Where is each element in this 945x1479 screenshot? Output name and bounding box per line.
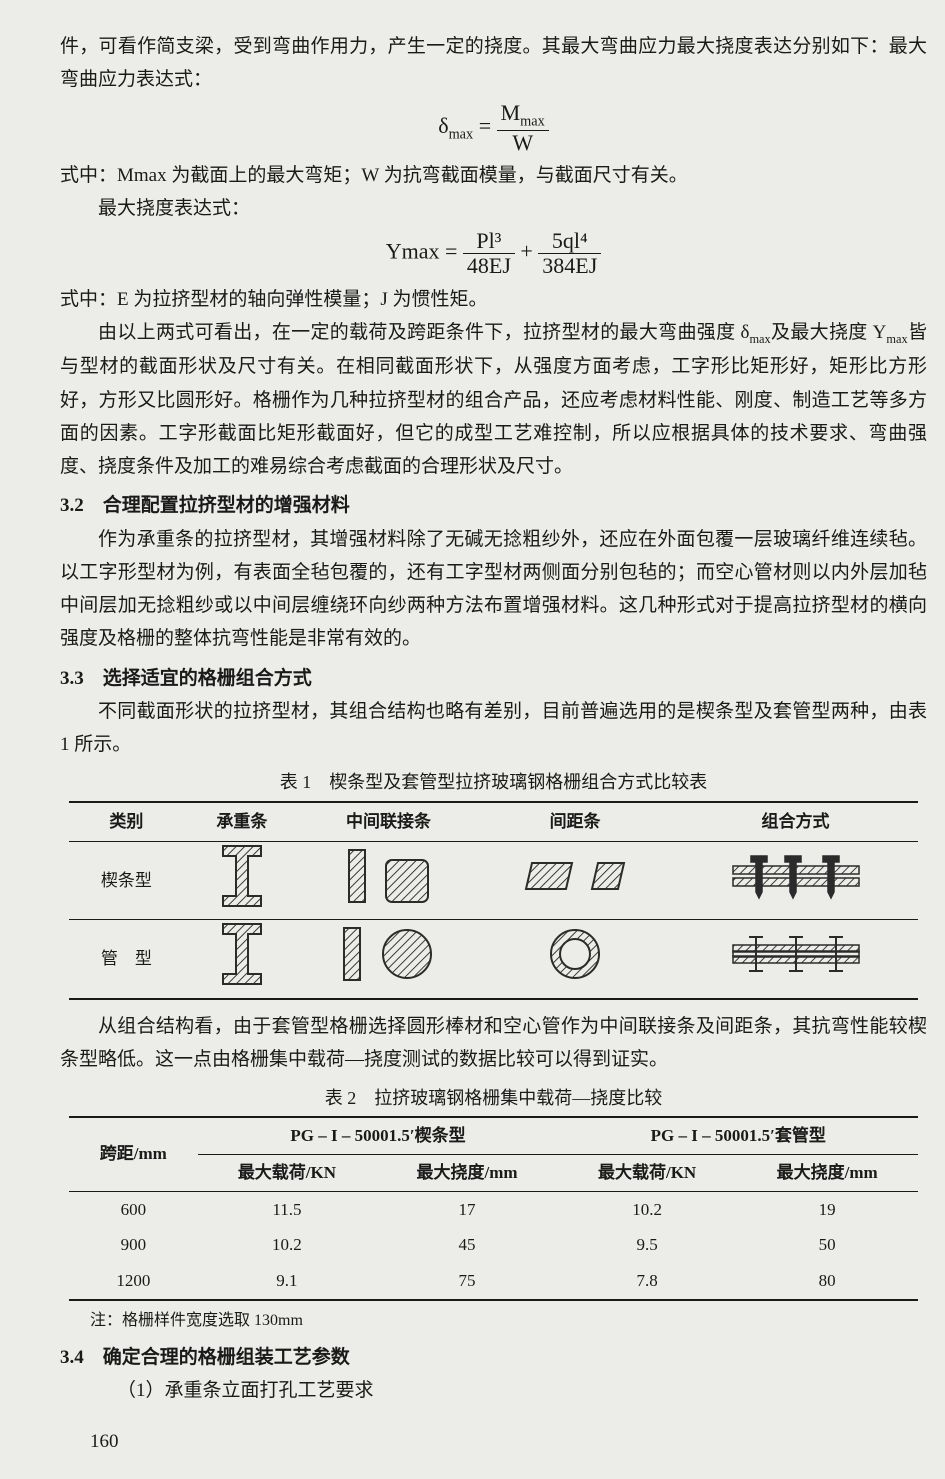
- section-3-3-heading: 3.3 选择适宜的格栅组合方式: [60, 662, 927, 695]
- f1-eq: =: [473, 113, 496, 138]
- formula-1: δmax = Mmax W: [60, 101, 927, 155]
- table-2-note: 注：格栅样件宽度选取 130mm: [90, 1307, 927, 1335]
- f2b-frac: 5ql⁴ 384EJ: [538, 229, 601, 278]
- cell: 19: [736, 1191, 918, 1227]
- p5-max2: max: [886, 332, 907, 346]
- p5-max1: max: [749, 332, 770, 346]
- table-row: 管 型: [69, 920, 919, 999]
- paragraph-8: 从组合结构看，由于套管型格栅选择圆形棒材和空心管作为中间联接条及间距条，其抗弯性…: [60, 1010, 927, 1077]
- cell: 900: [69, 1227, 198, 1263]
- row-tube-label: 管 型: [69, 920, 184, 999]
- row-wedge-label: 楔条型: [69, 841, 184, 920]
- tube-mid-icon: [300, 920, 478, 999]
- f1-num: M: [501, 100, 521, 125]
- table-row: 600 11.5 17 10.2 19: [69, 1191, 919, 1227]
- page: 件，可看作简支梁，受到弯曲作用力，产生一定的挠度。其最大弯曲应力最大挠度表达分别…: [0, 0, 945, 1479]
- paragraph-4: 式中：E 为拉挤型材的轴向弹性模量；J 为惯性矩。: [60, 283, 927, 316]
- paragraph-7: 不同截面形状的拉挤型材，其组合结构也略有差别，目前普遍选用的是楔条型及套管型两种…: [60, 695, 927, 762]
- cell: 10.2: [198, 1227, 376, 1263]
- f1-den: W: [497, 131, 549, 155]
- f1-lhs: δ: [438, 113, 448, 138]
- table-2-caption: 表 2 拉挤玻璃钢格栅集中载荷—挠度比较: [60, 1083, 927, 1115]
- cell: 75: [376, 1263, 558, 1300]
- th-span: 跨距/mm: [69, 1117, 198, 1191]
- f2-lhs: Ymax =: [386, 239, 463, 264]
- wedge-bearing-icon: [184, 841, 299, 920]
- f2a-num: Pl³: [463, 229, 515, 254]
- cell: 50: [736, 1227, 918, 1263]
- f1-num-sub: max: [520, 113, 545, 129]
- table-row: 楔条型: [69, 841, 919, 920]
- paragraph-9: （1）承重条立面打孔工艺要求: [60, 1374, 927, 1407]
- cell: 45: [376, 1227, 558, 1263]
- paragraph-5: 由以上两式可看出，在一定的载荷及跨距条件下，拉挤型材的最大弯曲强度 δmax及最…: [60, 316, 927, 483]
- table-row: 类别 承重条 中间联接条 间距条 组合方式: [69, 802, 919, 841]
- tube-bearing-icon: [184, 920, 299, 999]
- p5b: 及最大挠度 Y: [771, 322, 887, 343]
- f1-sub: max: [449, 126, 474, 142]
- p5c: 皆与型材的截面形状及尺寸有关。在相同截面形状下，从强度方面考虑，工字形比矩形好，…: [60, 322, 927, 477]
- th-spacer: 间距条: [477, 802, 672, 841]
- th-tube-load: 最大载荷/KN: [558, 1154, 736, 1191]
- table-row: 跨距/mm PG – I – 50001.5′楔条型 PG – I – 5000…: [69, 1117, 919, 1154]
- f2a-frac: Pl³ 48EJ: [463, 229, 515, 278]
- cell: 9.1: [198, 1263, 376, 1300]
- f1-frac: Mmax W: [497, 101, 549, 155]
- section-3-2-heading: 3.2 合理配置拉挤型材的增强材料: [60, 489, 927, 522]
- th-tube-group: PG – I – 50001.5′套管型: [558, 1117, 918, 1154]
- table-row: 1200 9.1 75 7.8 80: [69, 1263, 919, 1300]
- th-assembly: 组合方式: [673, 802, 919, 841]
- cell: 7.8: [558, 1263, 736, 1300]
- f2b-den: 384EJ: [538, 254, 601, 278]
- cell: 11.5: [198, 1191, 376, 1227]
- paragraph-2: 式中：Mmax 为截面上的最大弯矩；W 为抗弯截面模量，与截面尺寸有关。: [60, 159, 927, 192]
- f2-plus: +: [520, 239, 538, 264]
- p5a: 由以上两式可看出，在一定的载荷及跨距条件下，拉挤型材的最大弯曲强度 δ: [98, 322, 749, 343]
- page-number: 160: [90, 1425, 927, 1458]
- paragraph-6: 作为承重条的拉挤型材，其增强材料除了无碱无捻粗纱外，还应在外面包覆一层玻璃纤维连…: [60, 523, 927, 656]
- cell: 10.2: [558, 1191, 736, 1227]
- tube-assembly-icon: [673, 920, 919, 999]
- table-2: 跨距/mm PG – I – 50001.5′楔条型 PG – I – 5000…: [69, 1116, 919, 1301]
- table-1-caption: 表 1 楔条型及套管型拉挤玻璃钢格栅组合方式比较表: [60, 767, 927, 799]
- th-bearing: 承重条: [184, 802, 299, 841]
- f2b-num: 5ql⁴: [538, 229, 601, 254]
- paragraph-1: 件，可看作简支梁，受到弯曲作用力，产生一定的挠度。其最大弯曲应力最大挠度表达分别…: [60, 30, 927, 97]
- cell: 1200: [69, 1263, 198, 1300]
- th-tube-defl: 最大挠度/mm: [736, 1154, 918, 1191]
- th-mid-connector: 中间联接条: [300, 802, 478, 841]
- f2a-den: 48EJ: [463, 254, 515, 278]
- th-wedge-group: PG – I – 50001.5′楔条型: [198, 1117, 558, 1154]
- wedge-assembly-icon: [673, 841, 919, 920]
- table-1: 类别 承重条 中间联接条 间距条 组合方式 楔条型: [69, 801, 919, 1000]
- wedge-spacer-icon: [477, 841, 672, 920]
- section-3-4-heading: 3.4 确定合理的格栅组装工艺参数: [60, 1341, 927, 1374]
- cell: 600: [69, 1191, 198, 1227]
- th-wedge-defl: 最大挠度/mm: [376, 1154, 558, 1191]
- formula-2: Ymax = Pl³ 48EJ + 5ql⁴ 384EJ: [60, 229, 927, 278]
- cell: 80: [736, 1263, 918, 1300]
- th-category: 类别: [69, 802, 184, 841]
- table-row: 900 10.2 45 9.5 50: [69, 1227, 919, 1263]
- cell: 9.5: [558, 1227, 736, 1263]
- th-wedge-load: 最大载荷/KN: [198, 1154, 376, 1191]
- wedge-mid-icon: [300, 841, 478, 920]
- cell: 17: [376, 1191, 558, 1227]
- paragraph-3: 最大挠度表达式：: [60, 192, 927, 225]
- tube-spacer-icon: [477, 920, 672, 999]
